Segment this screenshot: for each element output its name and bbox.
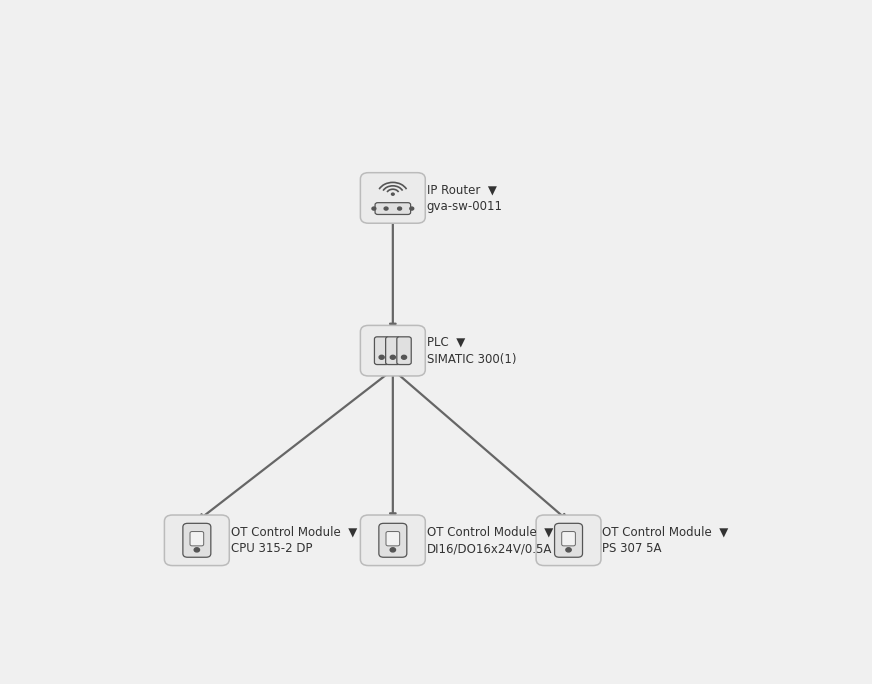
FancyBboxPatch shape — [397, 337, 412, 365]
Text: DI16/DO16x24V/0.5A: DI16/DO16x24V/0.5A — [426, 542, 552, 555]
FancyBboxPatch shape — [360, 172, 426, 223]
Circle shape — [390, 548, 396, 552]
FancyBboxPatch shape — [360, 515, 426, 566]
Circle shape — [391, 355, 395, 359]
Text: OT Control Module  ▼: OT Control Module ▼ — [230, 525, 357, 538]
Circle shape — [410, 207, 413, 210]
Text: PLC  ▼: PLC ▼ — [426, 336, 465, 349]
Text: gva-sw-0011: gva-sw-0011 — [426, 200, 502, 213]
FancyBboxPatch shape — [360, 326, 426, 376]
FancyBboxPatch shape — [165, 515, 229, 566]
Circle shape — [392, 193, 394, 195]
Text: OT Control Module  ▼: OT Control Module ▼ — [603, 525, 729, 538]
FancyBboxPatch shape — [386, 531, 399, 546]
Circle shape — [379, 355, 385, 359]
Text: OT Control Module  ▼: OT Control Module ▼ — [426, 525, 553, 538]
Text: SIMATIC 300(1): SIMATIC 300(1) — [426, 353, 516, 366]
Circle shape — [385, 207, 388, 210]
FancyBboxPatch shape — [374, 337, 389, 365]
FancyBboxPatch shape — [375, 202, 411, 215]
Text: PS 307 5A: PS 307 5A — [603, 542, 662, 555]
Text: IP Router  ▼: IP Router ▼ — [426, 183, 496, 196]
Circle shape — [194, 548, 200, 552]
Circle shape — [372, 207, 376, 210]
FancyBboxPatch shape — [190, 531, 204, 546]
FancyBboxPatch shape — [183, 523, 211, 557]
FancyBboxPatch shape — [378, 523, 407, 557]
FancyBboxPatch shape — [555, 523, 582, 557]
Circle shape — [398, 207, 401, 210]
FancyBboxPatch shape — [562, 531, 576, 546]
Text: CPU 315-2 DP: CPU 315-2 DP — [230, 542, 312, 555]
Circle shape — [566, 548, 571, 552]
Circle shape — [401, 355, 406, 359]
FancyBboxPatch shape — [385, 337, 400, 365]
FancyBboxPatch shape — [536, 515, 601, 566]
